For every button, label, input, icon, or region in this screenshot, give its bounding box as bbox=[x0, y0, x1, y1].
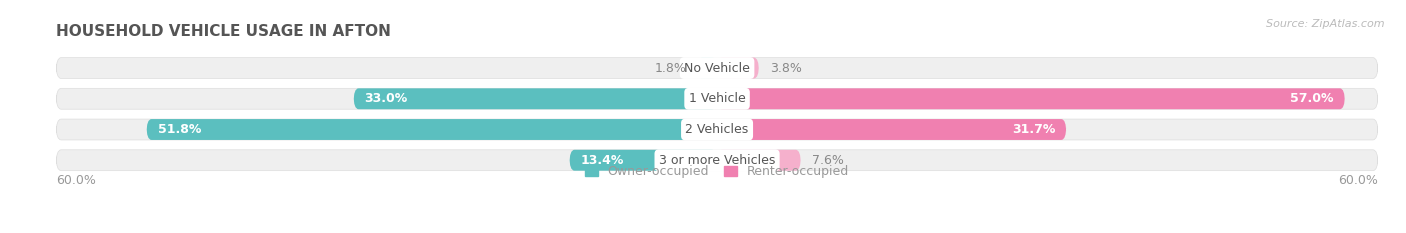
Text: No Vehicle: No Vehicle bbox=[685, 62, 749, 75]
Text: 7.6%: 7.6% bbox=[811, 154, 844, 167]
Text: 60.0%: 60.0% bbox=[1339, 174, 1378, 187]
Text: 60.0%: 60.0% bbox=[56, 174, 96, 187]
Text: 1.8%: 1.8% bbox=[654, 62, 686, 75]
Text: 57.0%: 57.0% bbox=[1291, 92, 1334, 105]
FancyBboxPatch shape bbox=[56, 58, 1378, 79]
Text: 3 or more Vehicles: 3 or more Vehicles bbox=[659, 154, 775, 167]
Text: 2 Vehicles: 2 Vehicles bbox=[686, 123, 748, 136]
FancyBboxPatch shape bbox=[56, 88, 1378, 109]
FancyBboxPatch shape bbox=[56, 119, 1378, 140]
FancyBboxPatch shape bbox=[146, 119, 717, 140]
FancyBboxPatch shape bbox=[697, 58, 717, 79]
Text: 1 Vehicle: 1 Vehicle bbox=[689, 92, 745, 105]
FancyBboxPatch shape bbox=[717, 150, 801, 171]
Text: Source: ZipAtlas.com: Source: ZipAtlas.com bbox=[1267, 19, 1385, 29]
FancyBboxPatch shape bbox=[717, 119, 1066, 140]
FancyBboxPatch shape bbox=[717, 58, 759, 79]
Text: HOUSEHOLD VEHICLE USAGE IN AFTON: HOUSEHOLD VEHICLE USAGE IN AFTON bbox=[56, 24, 391, 39]
FancyBboxPatch shape bbox=[354, 88, 717, 109]
FancyBboxPatch shape bbox=[56, 150, 1378, 171]
Legend: Owner-occupied, Renter-occupied: Owner-occupied, Renter-occupied bbox=[585, 165, 849, 178]
Text: 33.0%: 33.0% bbox=[364, 92, 408, 105]
FancyBboxPatch shape bbox=[569, 150, 717, 171]
Text: 3.8%: 3.8% bbox=[770, 62, 801, 75]
Text: 13.4%: 13.4% bbox=[581, 154, 624, 167]
Text: 51.8%: 51.8% bbox=[157, 123, 201, 136]
FancyBboxPatch shape bbox=[717, 88, 1344, 109]
Text: 31.7%: 31.7% bbox=[1012, 123, 1054, 136]
